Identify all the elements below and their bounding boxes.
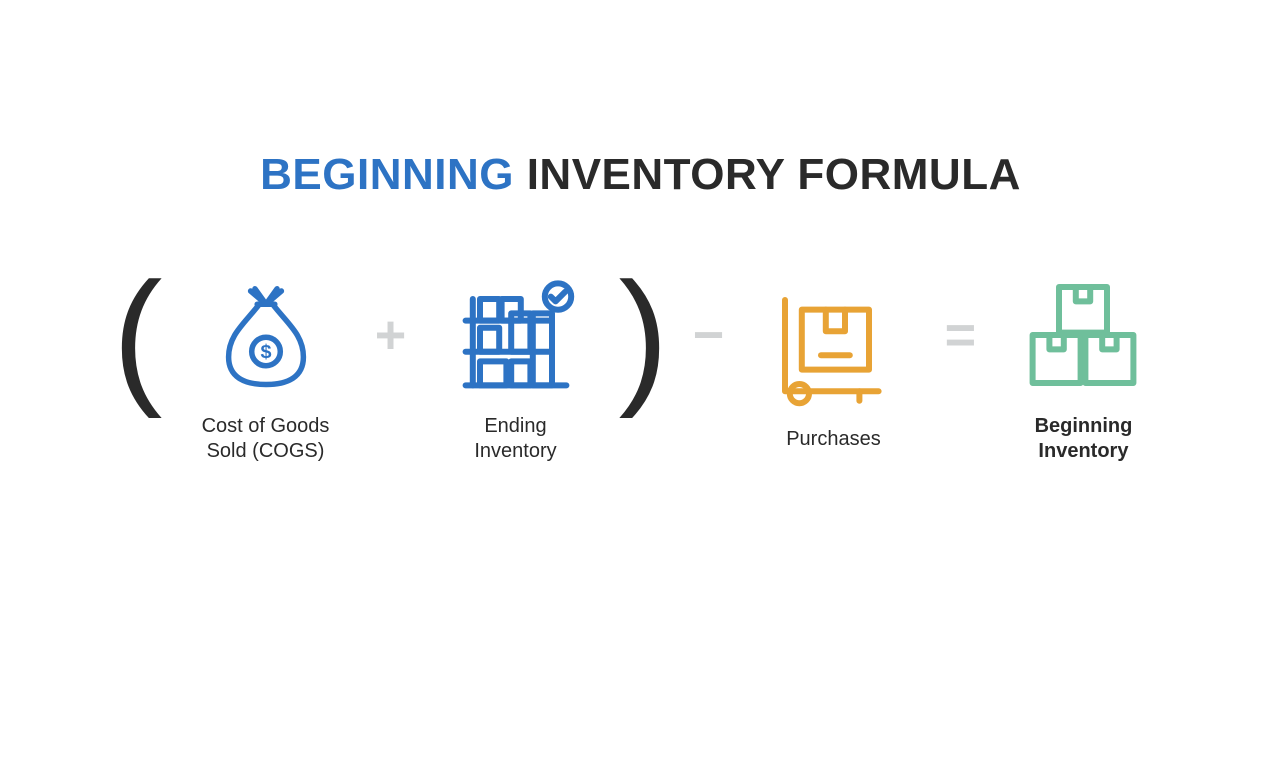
formula-row: ( $ Cost of Goods Sold (COGS) + bbox=[113, 270, 1169, 464]
term-beginning-inventory: Beginning Inventory bbox=[998, 270, 1168, 464]
label-line: Purchases bbox=[786, 428, 881, 450]
label-line: Sold (COGS) bbox=[207, 440, 325, 462]
label-line: Ending bbox=[484, 415, 546, 437]
shelves-check-icon bbox=[451, 270, 581, 400]
close-paren: ) bbox=[619, 260, 669, 410]
term-ending-inventory-label: Ending Inventory bbox=[474, 414, 556, 464]
stacked-boxes-icon bbox=[1018, 270, 1148, 400]
minus-operator: − bbox=[686, 304, 730, 366]
term-cogs-label: Cost of Goods Sold (COGS) bbox=[202, 414, 330, 464]
cart-box-icon bbox=[768, 283, 898, 413]
plus-operator: + bbox=[369, 304, 413, 366]
term-purchases: Purchases bbox=[748, 283, 918, 452]
equals-operator: = bbox=[936, 304, 980, 366]
label-line: Cost of Goods bbox=[202, 415, 330, 437]
open-paren: ( bbox=[113, 260, 163, 410]
term-purchases-label: Purchases bbox=[786, 427, 881, 452]
title-rest: INVENTORY FORMULA bbox=[514, 150, 1021, 199]
page-title: BEGINNING INVENTORY FORMULA bbox=[260, 150, 1021, 200]
label-line: Inventory bbox=[474, 440, 556, 462]
money-bag-icon: $ bbox=[201, 270, 331, 400]
title-accent: BEGINNING bbox=[260, 150, 514, 199]
label-line: Inventory bbox=[1038, 440, 1128, 462]
label-line: Beginning bbox=[1035, 415, 1133, 437]
term-beginning-inventory-label: Beginning Inventory bbox=[1035, 414, 1133, 464]
term-cogs: $ Cost of Goods Sold (COGS) bbox=[181, 270, 351, 464]
term-ending-inventory: Ending Inventory bbox=[431, 270, 601, 464]
svg-text:$: $ bbox=[260, 341, 271, 363]
